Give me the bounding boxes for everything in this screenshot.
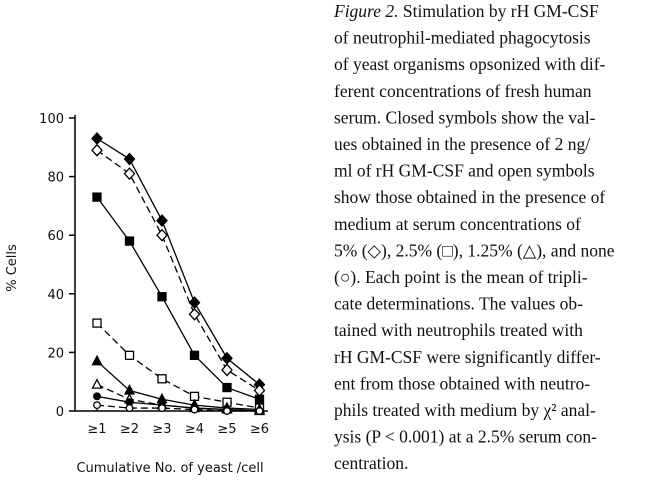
- series-line: [96, 137, 260, 386]
- x-tick-label: ≥3: [152, 422, 171, 437]
- marker: [91, 378, 103, 389]
- marker: [92, 318, 102, 328]
- caption-line: of neutrophil-mediated phagocytosis: [334, 28, 591, 48]
- marker: [123, 152, 136, 166]
- caption-text: show those obtained in the presence of: [334, 187, 605, 207]
- caption-text: ml of rH GM-CSF and open symbols: [334, 161, 595, 181]
- y-tick-label: 100: [39, 112, 64, 127]
- marker: [93, 401, 101, 410]
- y-axis-label: % Cells: [5, 244, 20, 292]
- marker: [157, 292, 167, 302]
- marker: [91, 143, 103, 157]
- y-tick-label: 0: [56, 405, 64, 420]
- x-tick-label: ≥4: [185, 422, 204, 437]
- caption-text: ues obtained in the presence of 2 ng/: [334, 134, 590, 154]
- caption-line: ferent concentrations of fresh human: [334, 81, 592, 101]
- series-line: [96, 149, 260, 392]
- caption-text: phils treated with medium by χ² anal-: [334, 400, 596, 420]
- marker: [188, 296, 201, 310]
- caption-text: medium at serum concentrations of: [334, 214, 581, 234]
- caption-text: 5% (◇), 2.5% (□), 1.25% (△), and none: [334, 240, 615, 260]
- series-line: [96, 196, 260, 400]
- caption-text: tained with neutrophils treated with: [334, 320, 583, 340]
- marker: [221, 363, 233, 377]
- x-tick-label: ≥2: [120, 422, 139, 437]
- caption-line: ues obtained in the presence of 2 ng/: [334, 134, 590, 154]
- caption-text: ferent concentrations of fresh human: [334, 81, 592, 101]
- caption-line: show those obtained in the presence of: [334, 187, 605, 207]
- caption-line: phils treated with medium by χ² anal-: [334, 400, 596, 420]
- caption-text: of yeast organisms opsonized with dif-: [334, 54, 606, 74]
- x-axis-label: Cumulative No. of yeast /cell: [76, 461, 263, 476]
- caption-line: medium at serum concentrations of: [334, 214, 581, 234]
- caption-text: cate determinations. The values ob-: [334, 294, 583, 314]
- caption-text: serum. Closed symbols show the val-: [334, 107, 596, 127]
- y-tick-label: 20: [47, 346, 64, 361]
- caption-text: ysis (P < 0.001) at a 2.5% serum con-: [334, 427, 597, 447]
- series-line: [96, 360, 260, 411]
- caption-line: centration.: [334, 453, 408, 473]
- marker: [156, 228, 168, 242]
- marker: [222, 382, 232, 393]
- caption-label: Figure 2.: [333, 1, 398, 21]
- marker: [188, 307, 201, 321]
- caption-line: ysis (P < 0.001) at a 2.5% serum con-: [334, 427, 597, 447]
- caption-line: (○). Each point is the mean of tripli-: [334, 267, 588, 287]
- caption-line: tained with neutrophils treated with: [334, 320, 583, 340]
- marker: [223, 407, 231, 415]
- marker: [124, 350, 135, 360]
- caption-line: serum. Closed symbols show the val-: [334, 107, 596, 127]
- caption-text: centration.: [334, 453, 408, 473]
- caption-line: rH GM-CSF were significantly differ-: [334, 347, 601, 367]
- series-line: [96, 404, 260, 412]
- marker: [157, 374, 167, 384]
- caption-line: cate determinations. The values ob-: [334, 294, 583, 314]
- caption-text: rH GM-CSF were significantly differ-: [334, 347, 601, 367]
- marker: [255, 407, 264, 415]
- x-tick-label: ≥1: [87, 422, 106, 437]
- caption-line: Figure 2. Stimulation by rH GM-CSF: [333, 1, 599, 21]
- marker: [93, 392, 101, 401]
- y-tick-label: 40: [47, 288, 64, 303]
- marker: [125, 404, 134, 413]
- marker: [91, 132, 103, 145]
- caption-line: ml of rH GM-CSF and open symbols: [334, 161, 595, 181]
- marker: [158, 404, 166, 413]
- marker: [221, 351, 233, 365]
- caption-line: ent from those obtained with neutro-: [334, 373, 590, 393]
- caption-text: of neutrophil-mediated phagocytosis: [334, 28, 591, 48]
- marker: [123, 384, 136, 395]
- y-tick-label: 60: [47, 229, 64, 244]
- caption-text: (○). Each point is the mean of tripli-: [334, 267, 588, 287]
- y-tick-label: 80: [47, 171, 64, 186]
- marker: [189, 350, 200, 360]
- caption-line: of yeast organisms opsonized with dif-: [334, 54, 606, 74]
- marker: [254, 394, 265, 404]
- marker: [92, 192, 102, 202]
- series-line: [96, 322, 260, 409]
- series-line: [96, 395, 260, 412]
- x-tick-label: ≥6: [250, 422, 269, 437]
- marker: [124, 236, 135, 246]
- marker: [190, 405, 199, 414]
- x-tick-label: ≥5: [217, 422, 236, 437]
- marker: [156, 214, 168, 228]
- marker: [123, 167, 136, 181]
- marker: [91, 354, 103, 366]
- caption-line: 5% (◇), 2.5% (□), 1.25% (△), and none: [334, 240, 615, 260]
- caption-text: ent from those obtained with neutro-: [334, 373, 590, 393]
- caption-text: Stimulation by rH GM-CSF: [398, 1, 599, 21]
